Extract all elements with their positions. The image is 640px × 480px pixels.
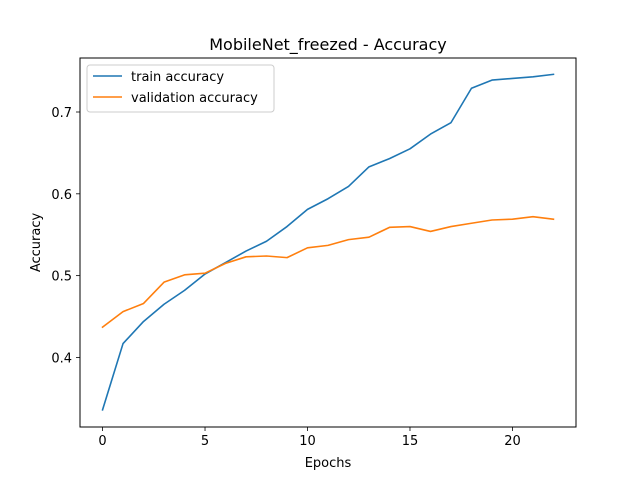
legend-label-validation: validation accuracy — [131, 91, 258, 106]
x-tick-label: 10 — [299, 434, 316, 449]
plot-frame — [79, 57, 577, 428]
y-tick-label: 0.6 — [51, 188, 72, 203]
y-tick-label: 0.5 — [51, 270, 72, 285]
chart-title: MobileNet_freezed - Accuracy — [209, 35, 447, 55]
x-axis-ticks: 0 5 10 15 20 — [98, 427, 521, 449]
x-tick-label: 5 — [201, 434, 209, 449]
x-axis-label: Epochs — [305, 456, 352, 471]
y-axis-label: Accuracy — [29, 213, 44, 273]
y-tick-label: 0.4 — [51, 351, 72, 366]
legend-box — [86, 64, 275, 113]
y-tick-label: 0.7 — [51, 106, 72, 121]
series-lines — [101, 73, 555, 411]
series-line-train-accuracy — [101, 73, 555, 411]
x-tick-label: 20 — [504, 434, 521, 449]
legend: train accuracy validation accuracy — [86, 64, 275, 113]
legend-label-train: train accuracy — [131, 70, 224, 85]
x-tick-label: 0 — [98, 434, 106, 449]
y-axis-ticks: 0.4 0.5 0.6 0.7 — [51, 106, 80, 366]
series-line-validation-accuracy — [101, 215, 555, 329]
x-tick-label: 15 — [402, 434, 419, 449]
